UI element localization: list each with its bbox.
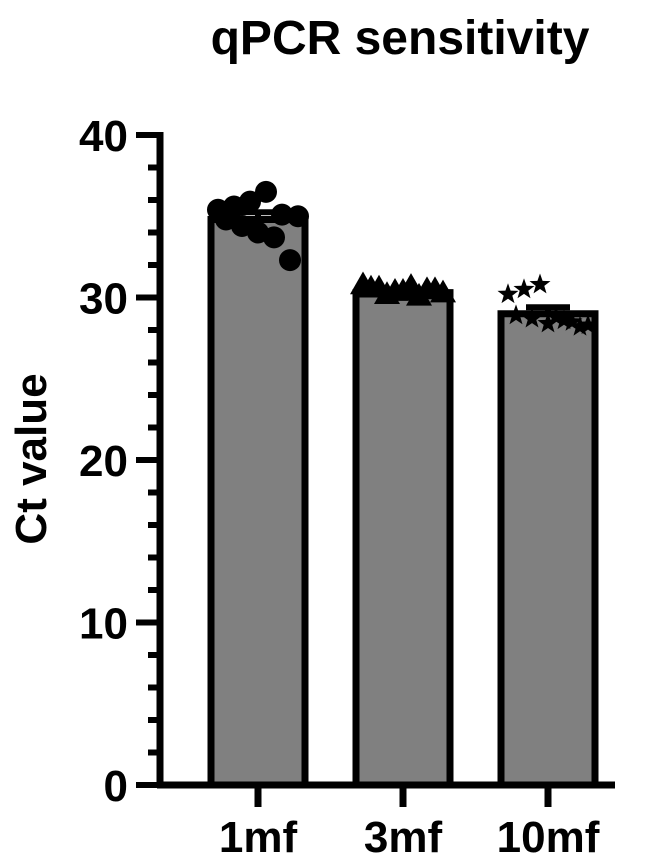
point-3mf-10 [406, 282, 432, 306]
y-ticks: 0 10 20 30 40 [79, 112, 160, 811]
data-points [207, 180, 599, 336]
point-10mf-7 [505, 304, 527, 325]
point-1mf-4 [255, 180, 277, 203]
point-3mf-11 [422, 276, 448, 300]
point-1mf-5 [271, 203, 293, 226]
y-tick-label-0: 0 [104, 762, 128, 811]
x-tick-label-10mf: 10mf [497, 813, 600, 862]
point-10mf-3 [529, 273, 551, 294]
point-10mf-2 [513, 278, 535, 299]
x-ticks: 1mf 3mf 10mf [219, 785, 600, 862]
point-3mf-9 [390, 278, 416, 301]
point-10mf-1 [497, 283, 519, 304]
point-1mf-6 [287, 205, 309, 228]
point-10mf-4 [545, 306, 567, 326]
y-axis-label: Ct value [7, 373, 56, 544]
point-10mf-8 [521, 307, 543, 328]
point-10mf-10 [553, 309, 575, 330]
point-3mf-7 [358, 274, 384, 298]
y-tick-label-30: 30 [79, 275, 128, 324]
bar-10mf [497, 310, 599, 789]
bar-3mf [352, 289, 454, 789]
point-10mf-11 [569, 315, 591, 336]
y-tick-label-10: 10 [79, 600, 128, 649]
x-tick-label-3mf: 3mf [364, 813, 443, 862]
point-1mf-10 [263, 226, 285, 249]
chart-title: qPCR sensitivity [211, 12, 590, 65]
point-10mf-9 [537, 312, 559, 333]
x-tick-label-1mf: 1mf [219, 813, 298, 862]
y-tick-label-20: 20 [79, 437, 128, 486]
point-1mf-11 [279, 249, 301, 272]
point-1mf-3 [239, 190, 261, 213]
point-10mf-5 [561, 310, 583, 331]
y-tick-label-40: 40 [79, 112, 128, 161]
bar-1mf [207, 216, 309, 789]
